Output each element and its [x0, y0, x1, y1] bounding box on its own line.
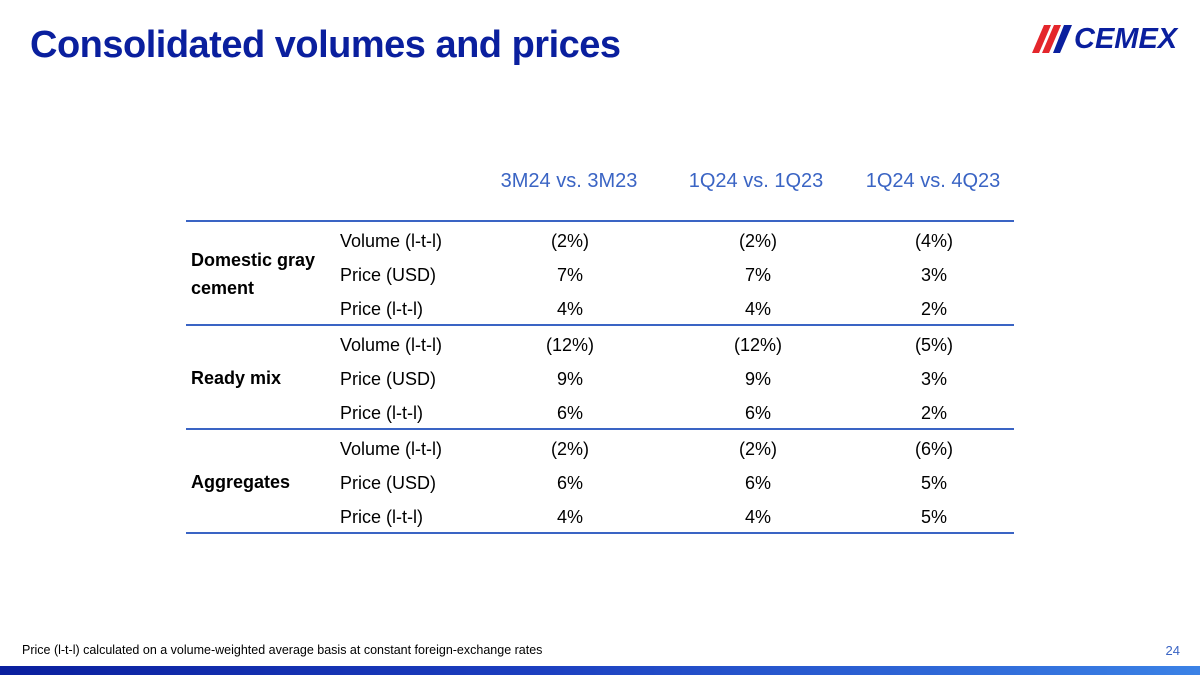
- group-label: Ready mix: [191, 368, 282, 388]
- metric-label: Price (USD): [340, 265, 437, 285]
- table-cell: 9%: [556, 369, 583, 389]
- metric-label: Price (USD): [340, 369, 437, 389]
- table-row: Price (USD) 7% 7% 3%: [186, 258, 1014, 292]
- table-cell: 2%: [920, 403, 947, 423]
- table-cell: (4%): [914, 231, 953, 251]
- table-group-domestic-gray-cement: Domestic gray cement Volume (l-t-l) (2%)…: [186, 220, 1014, 324]
- table-cell: 4%: [744, 507, 771, 527]
- table-cell: 5%: [920, 473, 947, 493]
- table-cell: (2%): [738, 231, 777, 251]
- table-row: Volume (l-t-l) (12%) (12%) (5%): [186, 328, 1014, 362]
- bottom-gradient-bar: [0, 666, 1200, 675]
- slide-title: Consolidated volumes and prices: [30, 24, 621, 66]
- table-row: Price (l-t-l) 4% 4% 5%: [186, 500, 1014, 534]
- table-cell: (2%): [550, 231, 589, 251]
- table-row: Volume (l-t-l) (2%) (2%) (4%): [186, 224, 1014, 258]
- metric-label: Volume (l-t-l): [340, 231, 443, 251]
- metric-label: Price (l-t-l): [340, 507, 423, 527]
- table-cell: (2%): [550, 439, 589, 459]
- table-cell: 4%: [556, 507, 583, 527]
- table-group-aggregates: Aggregates Volume (l-t-l) (2%) (2%) (6%)…: [186, 428, 1014, 534]
- cemex-logo: CEMEX: [1032, 24, 1188, 54]
- group-label: Domestic gray cement: [191, 250, 316, 298]
- table-cell: (12%): [733, 335, 782, 355]
- metric-label: Volume (l-t-l): [340, 335, 443, 355]
- table-cell: 6%: [556, 403, 583, 423]
- table-cell: 3%: [920, 369, 947, 389]
- logo-wordmark: CEMEX: [1074, 23, 1178, 55]
- table-group-ready-mix: Ready mix Volume (l-t-l) (12%) (12%) (5%…: [186, 324, 1014, 428]
- table-cell: 5%: [920, 507, 947, 527]
- volumes-prices-table: Domestic gray cement Volume (l-t-l) (2%)…: [186, 220, 1014, 534]
- table-cell: 7%: [744, 265, 771, 285]
- footnote: Price (l-t-l) calculated on a volume-wei…: [22, 643, 543, 657]
- metric-label: Price (l-t-l): [340, 403, 423, 423]
- table-row: Price (l-t-l) 6% 6% 2%: [186, 396, 1014, 430]
- table-row: Price (USD) 9% 9% 3%: [186, 362, 1014, 396]
- group-label: Aggregates: [191, 472, 291, 492]
- cemex-stripes-icon: [1032, 25, 1072, 53]
- page-number: 24: [1165, 643, 1180, 658]
- metric-label: Volume (l-t-l): [340, 439, 443, 459]
- table-cell: (6%): [914, 439, 953, 459]
- table-row: Volume (l-t-l) (2%) (2%) (6%): [186, 432, 1014, 466]
- table-cell: 4%: [744, 299, 771, 319]
- table-cell: 7%: [556, 265, 583, 285]
- column-header-1q24-vs-1q23: 1Q24 vs. 1Q23: [688, 170, 824, 192]
- table-cell: 9%: [744, 369, 771, 389]
- table-row: Price (l-t-l) 4% 4% 2%: [186, 292, 1014, 326]
- table-cell: 3%: [920, 265, 947, 285]
- column-header-3m24-vs-3m23: 3M24 vs. 3M23: [500, 170, 638, 192]
- table-cell: (5%): [914, 335, 953, 355]
- table-row: Price (USD) 6% 6% 5%: [186, 466, 1014, 500]
- table-cell: 2%: [920, 299, 947, 319]
- table-cell: 6%: [556, 473, 583, 493]
- table-cell: 4%: [556, 299, 583, 319]
- table-cell: 6%: [744, 403, 771, 423]
- metric-label: Price (USD): [340, 473, 437, 493]
- column-header-1q24-vs-4q23: 1Q24 vs. 4Q23: [865, 170, 1001, 192]
- metric-label: Price (l-t-l): [340, 299, 423, 319]
- table-cell: (12%): [545, 335, 594, 355]
- table-cell: (2%): [738, 439, 777, 459]
- table-cell: 6%: [744, 473, 771, 493]
